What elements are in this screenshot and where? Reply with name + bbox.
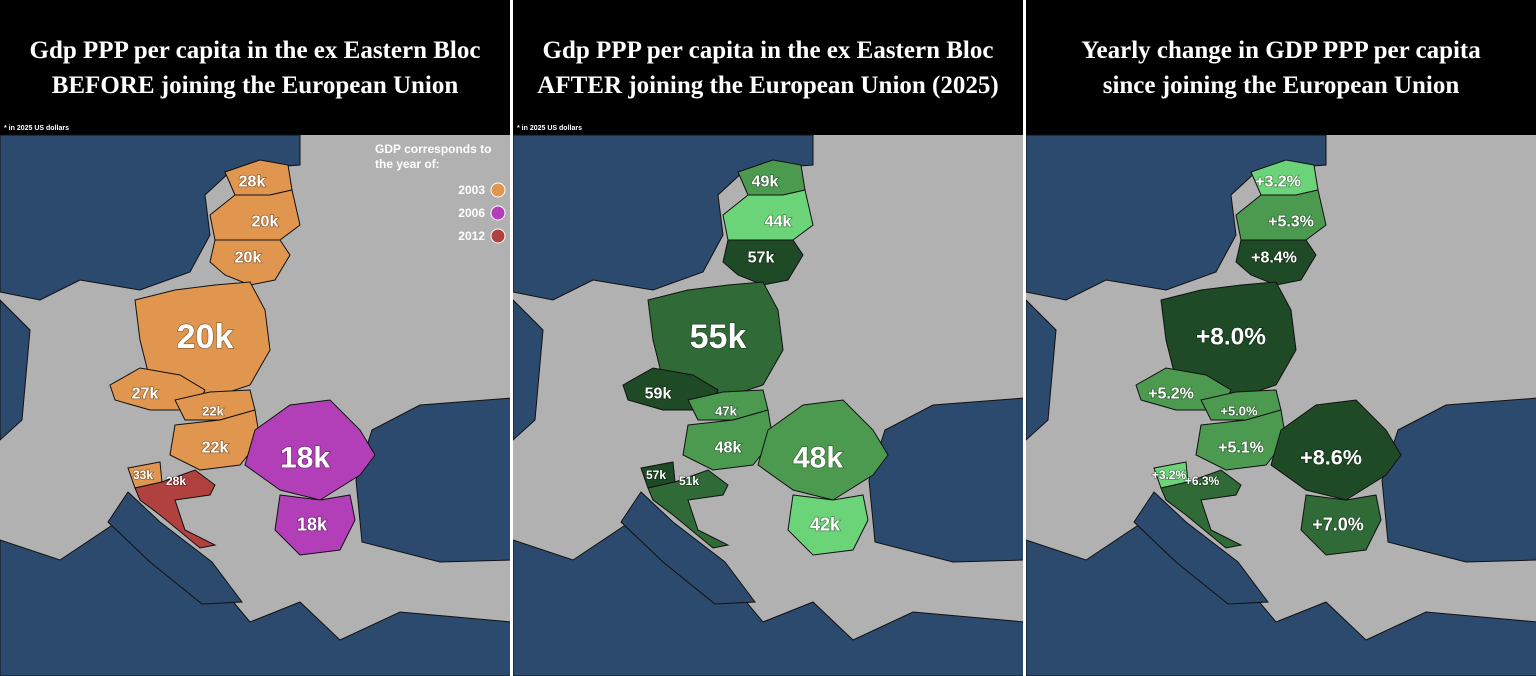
sea — [0, 299, 31, 441]
region-label: +5.1% — [1218, 440, 1264, 457]
panel: Gdp PPP per capita in the ex Eastern Blo… — [0, 0, 510, 676]
sea — [513, 134, 814, 301]
panel-title: Yearly change in GDP PPP per capita — [1081, 37, 1481, 64]
country — [757, 399, 889, 501]
sea — [868, 397, 1023, 563]
region-label: 57k — [748, 250, 775, 267]
legend-swatch — [490, 228, 506, 244]
sea — [0, 134, 301, 301]
panel: Gdp PPP per capita in the ex Eastern Blo… — [513, 0, 1023, 676]
region-label: 48k — [793, 442, 843, 475]
note: * in 2025 US dollars — [4, 125, 69, 132]
panel-title: BEFORE joining the European Union — [52, 72, 459, 99]
region-label: 47k — [715, 404, 737, 419]
region-label: 33k — [133, 468, 153, 482]
country — [274, 494, 356, 556]
note: * in 2025 US dollars — [517, 125, 582, 132]
legend-label: 2012 — [458, 229, 485, 243]
country — [722, 239, 804, 286]
legend-title: GDP corresponds to — [375, 142, 491, 156]
sea — [513, 299, 544, 441]
region-label: +8.0% — [1196, 324, 1266, 351]
region-label: 28k — [239, 174, 266, 191]
region-label: +5.2% — [1148, 386, 1194, 403]
country — [787, 494, 869, 556]
panel-title: Gdp PPP per capita in the ex Eastern Blo… — [30, 37, 481, 64]
sea — [620, 491, 756, 605]
header — [0, 0, 510, 135]
sea — [355, 397, 510, 563]
panel: Yearly change in GDP PPP per capita since… — [1026, 0, 1536, 676]
sea — [1026, 134, 1327, 301]
region-label: +3.2% — [1255, 174, 1301, 191]
region-label: +8.4% — [1251, 250, 1297, 267]
country — [1235, 239, 1317, 286]
region-label: 57k — [646, 468, 666, 482]
region-label: 20k — [235, 250, 262, 267]
region-label: 27k — [132, 386, 159, 403]
region-label: 18k — [280, 442, 330, 475]
region-label: 55k — [690, 318, 747, 356]
region-label: +7.0% — [1312, 514, 1364, 534]
region-label: 20k — [177, 318, 234, 356]
sea — [0, 519, 510, 676]
sea — [1133, 491, 1269, 605]
region-label: +8.6% — [1300, 445, 1362, 470]
region-label: 49k — [752, 174, 779, 191]
region-label: +5.3% — [1268, 214, 1314, 231]
legend-label: 2006 — [458, 206, 485, 220]
sea — [107, 491, 243, 605]
panel-title: AFTER joining the European Union (2025) — [537, 72, 998, 99]
legend-swatch — [490, 182, 506, 198]
country — [1270, 399, 1402, 501]
legend-label: 2003 — [458, 183, 485, 197]
legend-title: the year of: — [375, 157, 440, 171]
panel-title: since joining the European Union — [1103, 72, 1460, 99]
sea — [1026, 519, 1536, 676]
sea — [1381, 397, 1536, 563]
legend-swatch — [490, 205, 506, 221]
country — [134, 469, 217, 549]
country — [1300, 494, 1382, 556]
region-label: 51k — [679, 474, 699, 488]
country — [647, 469, 730, 549]
region-label: 59k — [645, 386, 672, 403]
region-label: 22k — [202, 440, 229, 457]
header — [513, 0, 1023, 135]
region-label: 20k — [252, 214, 279, 231]
country — [1160, 469, 1243, 549]
region-label: +3.2% — [1152, 468, 1187, 482]
region-label: 42k — [810, 514, 841, 534]
region-label: +5.0% — [1220, 404, 1258, 419]
region-label: 28k — [166, 474, 186, 488]
region-label: 18k — [297, 514, 328, 534]
region-label: 48k — [715, 440, 742, 457]
region-label: 44k — [765, 214, 792, 231]
region-label: +6.3% — [1185, 474, 1220, 488]
sea — [1026, 299, 1057, 441]
sea — [513, 519, 1023, 676]
panel-title: Gdp PPP per capita in the ex Eastern Blo… — [543, 37, 994, 64]
country — [209, 239, 291, 286]
region-label: 22k — [202, 404, 224, 419]
country — [244, 399, 376, 501]
header — [1026, 0, 1536, 135]
